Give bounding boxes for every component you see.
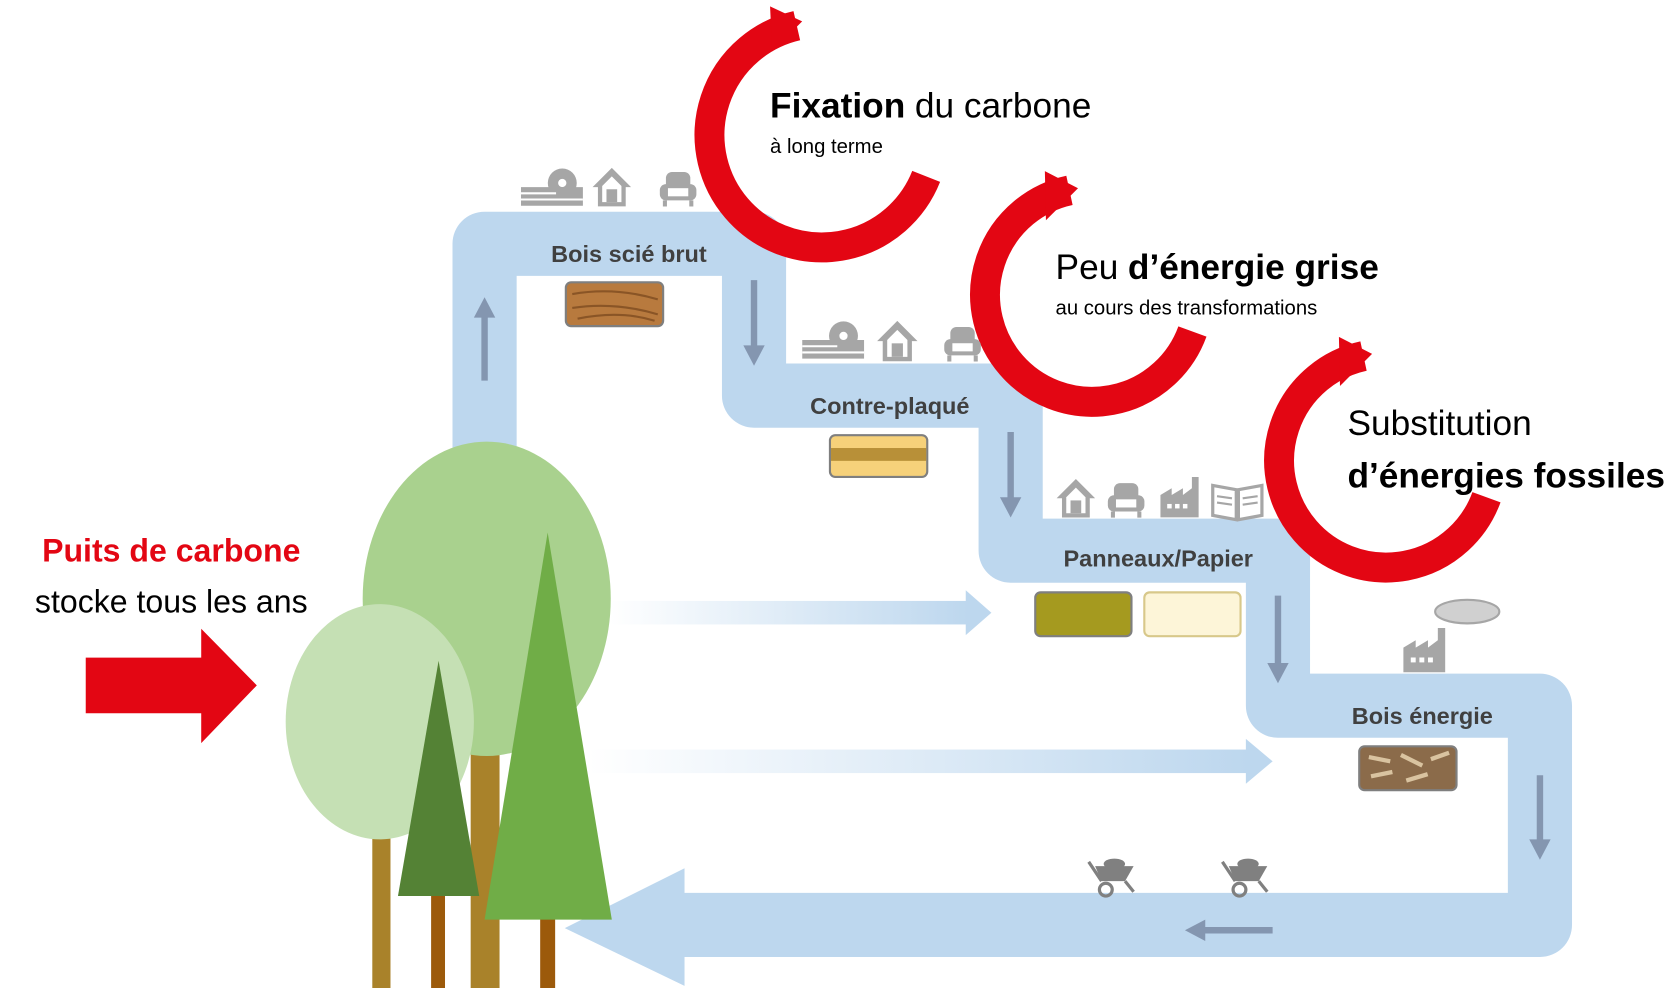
sink-subtitle: stocke tous les ans xyxy=(35,584,308,620)
callout-title: Fixation du carbone xyxy=(770,87,1091,126)
stage-label: Contre-plaqué xyxy=(810,393,969,419)
stage-label: Panneaux/Papier xyxy=(1063,546,1253,572)
stage-label: Bois scié brut xyxy=(551,241,707,267)
carbon-input-arrow xyxy=(85,628,257,744)
flow-arrows xyxy=(473,280,1551,941)
sink-title: Puits de carbone xyxy=(42,532,300,568)
callout-subtitle: au cours des transformations xyxy=(1056,297,1318,319)
material-swatches xyxy=(564,281,1458,792)
callout-subtitle: d’énergies fossiles xyxy=(1347,457,1665,496)
callout-title-normal: du carbone xyxy=(915,87,1091,126)
product-icons xyxy=(520,167,1501,898)
forest xyxy=(285,441,612,988)
callout-title-normal: Peu xyxy=(1056,248,1119,287)
callout-title-bold: d’énergie grise xyxy=(1128,248,1379,287)
stage-label: Bois énergie xyxy=(1352,703,1493,729)
callout-title-bold: Fixation xyxy=(770,87,905,126)
cycle-arcs xyxy=(694,11,1501,583)
flow-arrowhead xyxy=(564,868,685,986)
cycle-arrowheads xyxy=(770,6,1373,387)
direct-flows xyxy=(588,590,1273,784)
callout-title: Substitution xyxy=(1347,404,1531,443)
callout-subtitle: à long terme xyxy=(770,136,883,158)
callout-title: Peu d’énergie grise xyxy=(1056,248,1379,287)
